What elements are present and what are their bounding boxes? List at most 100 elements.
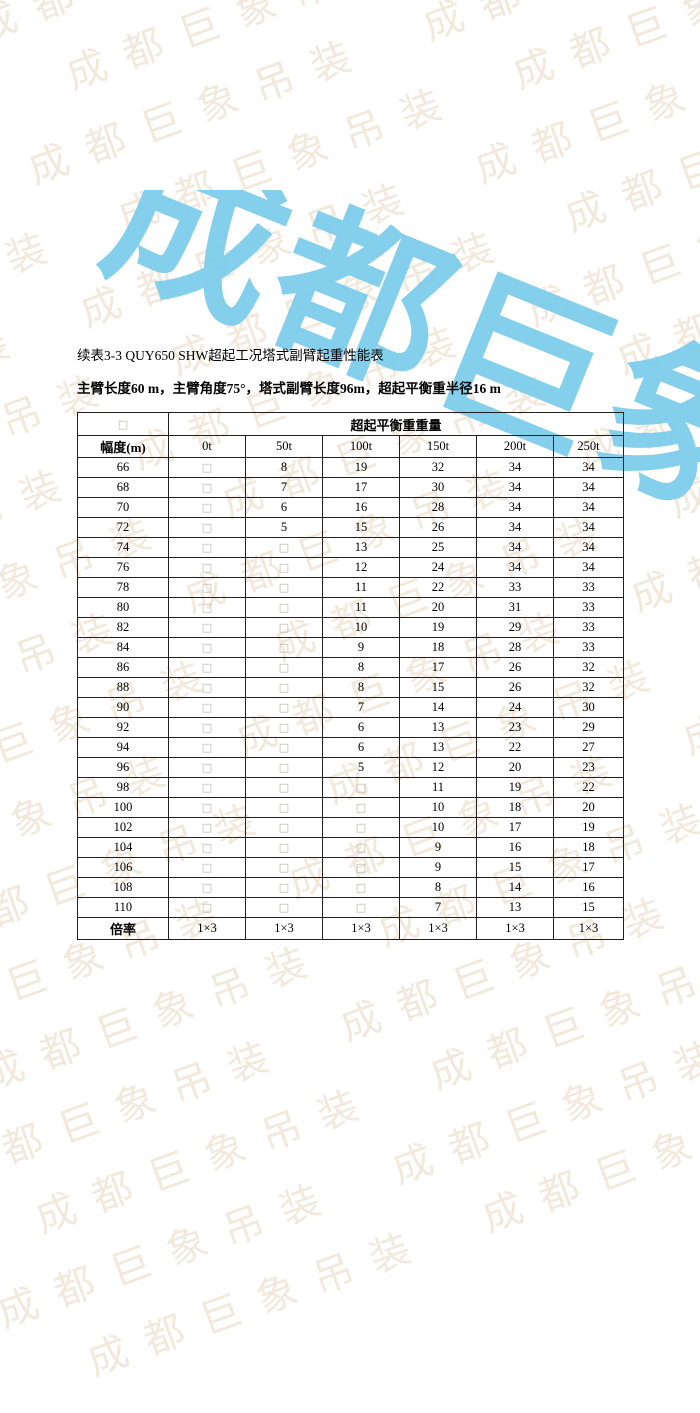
capacity-cell: □ — [168, 537, 246, 558]
capacity-cell: 16 — [322, 497, 400, 518]
table-row: 100 □ □ □ 10 18 20 — [77, 797, 625, 818]
capacity-cell: □ — [168, 757, 246, 778]
capacity-cell: 22 — [399, 577, 477, 598]
table-row: 104 □ □ □ 9 16 18 — [77, 837, 625, 858]
column-header-2: 100t — [322, 435, 400, 458]
capacity-cell: 34 — [476, 517, 554, 538]
radius-cell: 108 — [77, 877, 169, 898]
capacity-cell: 32 — [399, 457, 477, 478]
ratio-row: 倍率 1×3 1×3 1×3 1×3 1×3 1×3 — [77, 917, 625, 940]
capacity-cell: □ — [168, 737, 246, 758]
capacity-cell: □ — [168, 597, 246, 618]
capacity-cell: 24 — [399, 557, 477, 578]
table-row: 102 □ □ □ 10 17 19 — [77, 817, 625, 838]
capacity-cell: 6 — [245, 497, 323, 518]
table-row: 70 □ 6 16 28 34 34 — [77, 497, 625, 518]
capacity-cell: 8 — [322, 657, 400, 678]
capacity-cell: □ — [245, 777, 323, 798]
capacity-cell: 14 — [399, 697, 477, 718]
capacity-cell: 24 — [476, 697, 554, 718]
radius-cell: 80 — [77, 597, 169, 618]
capacity-cell: □ — [245, 837, 323, 858]
capacity-cell: □ — [245, 537, 323, 558]
table-row: 80 □ □ 11 20 31 33 — [77, 597, 625, 618]
capacity-cell: 15 — [322, 517, 400, 538]
capacity-cell: 34 — [552, 557, 625, 578]
capacity-cell: □ — [168, 817, 246, 838]
radius-cell: 74 — [77, 537, 169, 558]
capacity-cell: 11 — [322, 597, 400, 618]
radius-cell: 106 — [77, 857, 169, 878]
table-header-group-row: □ 超起平衡重重量 — [77, 412, 625, 436]
capacity-cell: 27 — [552, 737, 625, 758]
capacity-cell: □ — [168, 457, 246, 478]
radius-cell: 92 — [77, 717, 169, 738]
capacity-cell: □ — [168, 857, 246, 878]
radius-cell: 100 — [77, 797, 169, 818]
capacity-cell: 34 — [476, 497, 554, 518]
capacity-cell: 17 — [476, 817, 554, 838]
corner-cell: □ — [77, 412, 169, 436]
capacity-cell: 32 — [552, 657, 625, 678]
counterweight-group-header: 超起平衡重重量 — [167, 412, 625, 436]
capacity-cell: 9 — [399, 837, 477, 858]
capacity-cell: □ — [245, 737, 323, 758]
capacity-cell: □ — [245, 877, 323, 898]
watermark-row: 成都巨象吊装 成都巨象吊装 成都巨象吊装 成都巨象吊装 成都巨象吊装 成都巨象吊… — [81, 70, 700, 1386]
capacity-cell: □ — [245, 897, 323, 918]
table-row: 92 □ □ 6 13 23 29 — [77, 717, 625, 738]
column-header-1: 50t — [245, 435, 323, 458]
capacity-cell: 34 — [552, 497, 625, 518]
capacity-cell: □ — [168, 577, 246, 598]
radius-cell: 76 — [77, 557, 169, 578]
capacity-cell: □ — [168, 657, 246, 678]
radius-cell: 82 — [77, 617, 169, 638]
capacity-cell: 15 — [399, 677, 477, 698]
table-row: 84 □ □ 9 18 28 33 — [77, 637, 625, 658]
radius-cell: 104 — [77, 837, 169, 858]
watermark-row: 成都巨象吊装 成都巨象吊装 成都巨象吊装 成都巨象吊装 成都巨象吊装 成都巨象吊… — [0, 0, 700, 280]
capacity-cell: □ — [245, 797, 323, 818]
watermark-row: 成都巨象吊装 成都巨象吊装 成都巨象吊装 成都巨象吊装 成都巨象吊装 成都巨象吊… — [0, 0, 700, 351]
capacity-cell: 23 — [476, 717, 554, 738]
capacity-cell: 7 — [322, 697, 400, 718]
capacity-cell: 11 — [322, 577, 400, 598]
capacity-cell: 33 — [552, 577, 625, 598]
capacity-cell: 12 — [322, 557, 400, 578]
radius-cell: 84 — [77, 637, 169, 658]
capacity-cell: 7 — [245, 477, 323, 498]
capacity-cell: 16 — [552, 877, 625, 898]
capacity-cell: 19 — [322, 457, 400, 478]
capacity-cell: 18 — [399, 637, 477, 658]
radius-cell: 102 — [77, 817, 169, 838]
capacity-cell: □ — [245, 757, 323, 778]
capacity-cell: □ — [168, 557, 246, 578]
capacity-cell: □ — [322, 837, 400, 858]
capacity-cell: □ — [322, 857, 400, 878]
capacity-cell: □ — [245, 817, 323, 838]
radius-cell: 86 — [77, 657, 169, 678]
capacity-cell: □ — [245, 637, 323, 658]
ratio-cell: 1×3 — [245, 917, 323, 940]
capacity-cell: 22 — [552, 777, 625, 798]
capacity-cell: 13 — [322, 537, 400, 558]
capacity-cell: 34 — [476, 457, 554, 478]
capacity-cell: 6 — [322, 717, 400, 738]
table-row: 106 □ □ □ 9 15 17 — [77, 857, 625, 878]
table-row: 110 □ □ □ 7 13 15 — [77, 897, 625, 918]
capacity-cell: 8 — [322, 677, 400, 698]
capacity-cell: □ — [168, 477, 246, 498]
table-row: 108 □ □ □ 8 14 16 — [77, 877, 625, 898]
capacity-cell: □ — [245, 677, 323, 698]
radius-cell: 110 — [77, 897, 169, 918]
capacity-cell: 33 — [552, 637, 625, 658]
table-row: 90 □ □ 7 14 24 30 — [77, 697, 625, 718]
capacity-cell: 23 — [552, 757, 625, 778]
column-header-4: 200t — [476, 435, 554, 458]
table-row: 88 □ □ 8 15 26 32 — [77, 677, 625, 698]
capacity-cell: 20 — [399, 597, 477, 618]
table-row: 94 □ □ 6 13 22 27 — [77, 737, 625, 758]
capacity-cell: 25 — [399, 537, 477, 558]
radius-column-header: 幅度(m) — [77, 435, 169, 458]
capacity-cell: 29 — [552, 717, 625, 738]
